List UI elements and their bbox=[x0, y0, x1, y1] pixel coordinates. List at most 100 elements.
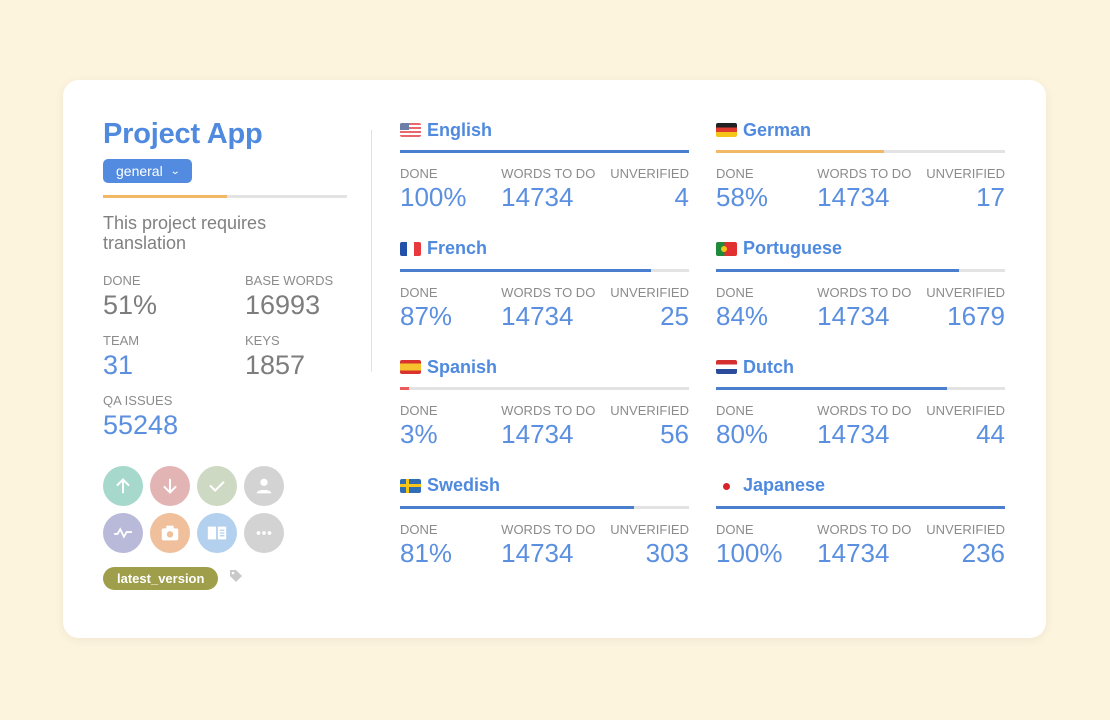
done-value: 100% bbox=[716, 537, 783, 568]
stat-base-words: BASE WORDS 16993 bbox=[245, 273, 355, 321]
progress-fill bbox=[716, 387, 948, 390]
flag-pt-icon bbox=[716, 241, 737, 256]
book-button[interactable] bbox=[197, 513, 237, 553]
book-icon bbox=[207, 526, 227, 540]
unverified-value: 1679 bbox=[947, 300, 1005, 331]
stat-value: 1857 bbox=[245, 350, 306, 380]
progress-fill bbox=[400, 150, 689, 153]
unverified-value: 25 bbox=[660, 300, 689, 331]
words-value: 14734 bbox=[501, 419, 574, 449]
project-title[interactable]: Project App bbox=[103, 118, 263, 150]
language-name[interactable]: Spanish bbox=[427, 356, 498, 377]
language-name[interactable]: Japanese bbox=[743, 475, 826, 495]
language-english[interactable]: English DONE 100% WORDS TO DO 14734 UNVERI… bbox=[400, 119, 689, 213]
language-name[interactable]: Dutch bbox=[743, 356, 794, 377]
stat-done: DONE 51% bbox=[103, 273, 245, 321]
unverified-value: 4 bbox=[674, 182, 689, 212]
words-label: WORDS TO DO bbox=[817, 521, 912, 537]
unverified-label: UNVERIFIED bbox=[926, 521, 1005, 537]
project-summary: Project App general ⌄ This project requi… bbox=[103, 118, 347, 590]
language-french[interactable]: French DONE 87% WORDS TO DO 14734 UNVERIFI… bbox=[400, 238, 689, 332]
language-name[interactable]: Swedish bbox=[427, 475, 501, 495]
words-value: 14734 bbox=[501, 537, 574, 568]
language-progress-bar bbox=[400, 387, 689, 390]
done-value: 81% bbox=[400, 537, 453, 568]
unverified-value: 236 bbox=[961, 537, 1005, 568]
stat-label: DONE bbox=[103, 273, 141, 288]
language-dutch[interactable]: Dutch DONE 80% WORDS TO DO 14734 UNVERIFIE… bbox=[716, 356, 1005, 450]
done-value: 80% bbox=[716, 419, 769, 449]
activity-button[interactable] bbox=[103, 513, 143, 553]
done-value: 58% bbox=[716, 182, 769, 212]
words-label: WORDS TO DO bbox=[501, 284, 596, 300]
done-value: 87% bbox=[400, 300, 453, 331]
words-value: 14734 bbox=[817, 419, 890, 449]
activity-icon bbox=[113, 527, 133, 539]
done-label: DONE bbox=[400, 521, 438, 537]
more-button[interactable] bbox=[244, 513, 284, 553]
tag-badge[interactable]: latest_version bbox=[103, 567, 219, 590]
tag-icon[interactable] bbox=[228, 568, 244, 589]
unverified-label: UNVERIFIED bbox=[926, 403, 1005, 418]
language-swedish[interactable]: Swedish DONE 81% WORDS TO DO 14734 UNVERIF… bbox=[400, 475, 689, 569]
words-label: WORDS TO DO bbox=[501, 403, 596, 418]
flag-jp-icon bbox=[716, 478, 737, 493]
progress-fill bbox=[103, 195, 228, 198]
flag-fr-icon bbox=[400, 241, 421, 256]
progress-fill bbox=[400, 387, 409, 390]
language-german[interactable]: German DONE 58% WORDS TO DO 14734 UNVERIFI… bbox=[716, 119, 1005, 213]
language-name[interactable]: English bbox=[427, 119, 493, 140]
stat-value: 51% bbox=[103, 290, 158, 320]
unverified-value: 17 bbox=[976, 182, 1005, 212]
stat-value: 55248 bbox=[103, 410, 179, 440]
check-icon bbox=[209, 481, 225, 493]
unverified-label: UNVERIFIED bbox=[610, 403, 689, 418]
stat-label: KEYS bbox=[245, 333, 280, 348]
done-label: DONE bbox=[716, 521, 754, 537]
language-spanish[interactable]: Spanish DONE 3% WORDS TO DO 14734 UNVERIFI… bbox=[400, 356, 689, 450]
check-button[interactable] bbox=[197, 466, 237, 506]
done-label: DONE bbox=[400, 166, 438, 181]
words-label: WORDS TO DO bbox=[817, 166, 912, 181]
language-name[interactable]: German bbox=[743, 119, 812, 140]
project-stats: DONE 51% BASE WORDS 16993 TEAM 31 KEYS 1857 QA I… bbox=[103, 273, 347, 441]
done-value: 3% bbox=[400, 419, 438, 449]
stat-qa-issues: QA ISSUES 55248 bbox=[103, 393, 245, 441]
done-label: DONE bbox=[716, 284, 754, 300]
stat-label: QA ISSUES bbox=[103, 393, 173, 408]
progress-fill bbox=[716, 268, 959, 272]
progress-fill bbox=[716, 150, 884, 153]
language-portuguese[interactable]: Portuguese DONE 84% WORDS TO DO 14734 UNVE… bbox=[716, 238, 1005, 332]
progress-fill bbox=[400, 268, 652, 272]
stat-team: TEAM 31 bbox=[103, 333, 245, 381]
words-label: WORDS TO DO bbox=[817, 403, 912, 418]
camera-button[interactable] bbox=[150, 513, 190, 553]
language-progress-bar bbox=[716, 505, 1005, 509]
language-progress-bar bbox=[400, 268, 689, 272]
unverified-label: UNVERIFIED bbox=[610, 521, 689, 537]
unverified-value: 44 bbox=[976, 419, 1005, 449]
progress-fill bbox=[400, 505, 635, 509]
done-label: DONE bbox=[716, 166, 754, 181]
words-label: WORDS TO DO bbox=[501, 166, 596, 181]
project-progress-bar bbox=[103, 195, 347, 198]
language-name[interactable]: French bbox=[427, 238, 488, 258]
chevron-down-icon: ⌄ bbox=[169, 165, 181, 177]
arrow-up-button[interactable] bbox=[103, 466, 143, 506]
unverified-value: 56 bbox=[660, 419, 689, 449]
language-progress-bar bbox=[716, 150, 1005, 153]
arrow-down-button[interactable] bbox=[150, 466, 190, 506]
language-name[interactable]: Portuguese bbox=[743, 238, 843, 258]
flag-nl-icon bbox=[716, 360, 737, 374]
stat-value: 16993 bbox=[245, 290, 321, 320]
branch-dropdown[interactable]: general ⌄ bbox=[103, 159, 193, 183]
arrow-down-icon bbox=[163, 478, 177, 494]
unverified-value: 303 bbox=[645, 537, 689, 568]
user-icon bbox=[256, 478, 272, 494]
done-value: 84% bbox=[716, 300, 769, 331]
words-label: WORDS TO DO bbox=[817, 284, 912, 300]
unverified-label: UNVERIFIED bbox=[926, 166, 1005, 181]
language-japanese[interactable]: Japanese DONE 100% WORDS TO DO 14734 UNVER… bbox=[716, 475, 1005, 569]
done-label: DONE bbox=[400, 284, 438, 300]
user-button[interactable] bbox=[244, 466, 284, 506]
